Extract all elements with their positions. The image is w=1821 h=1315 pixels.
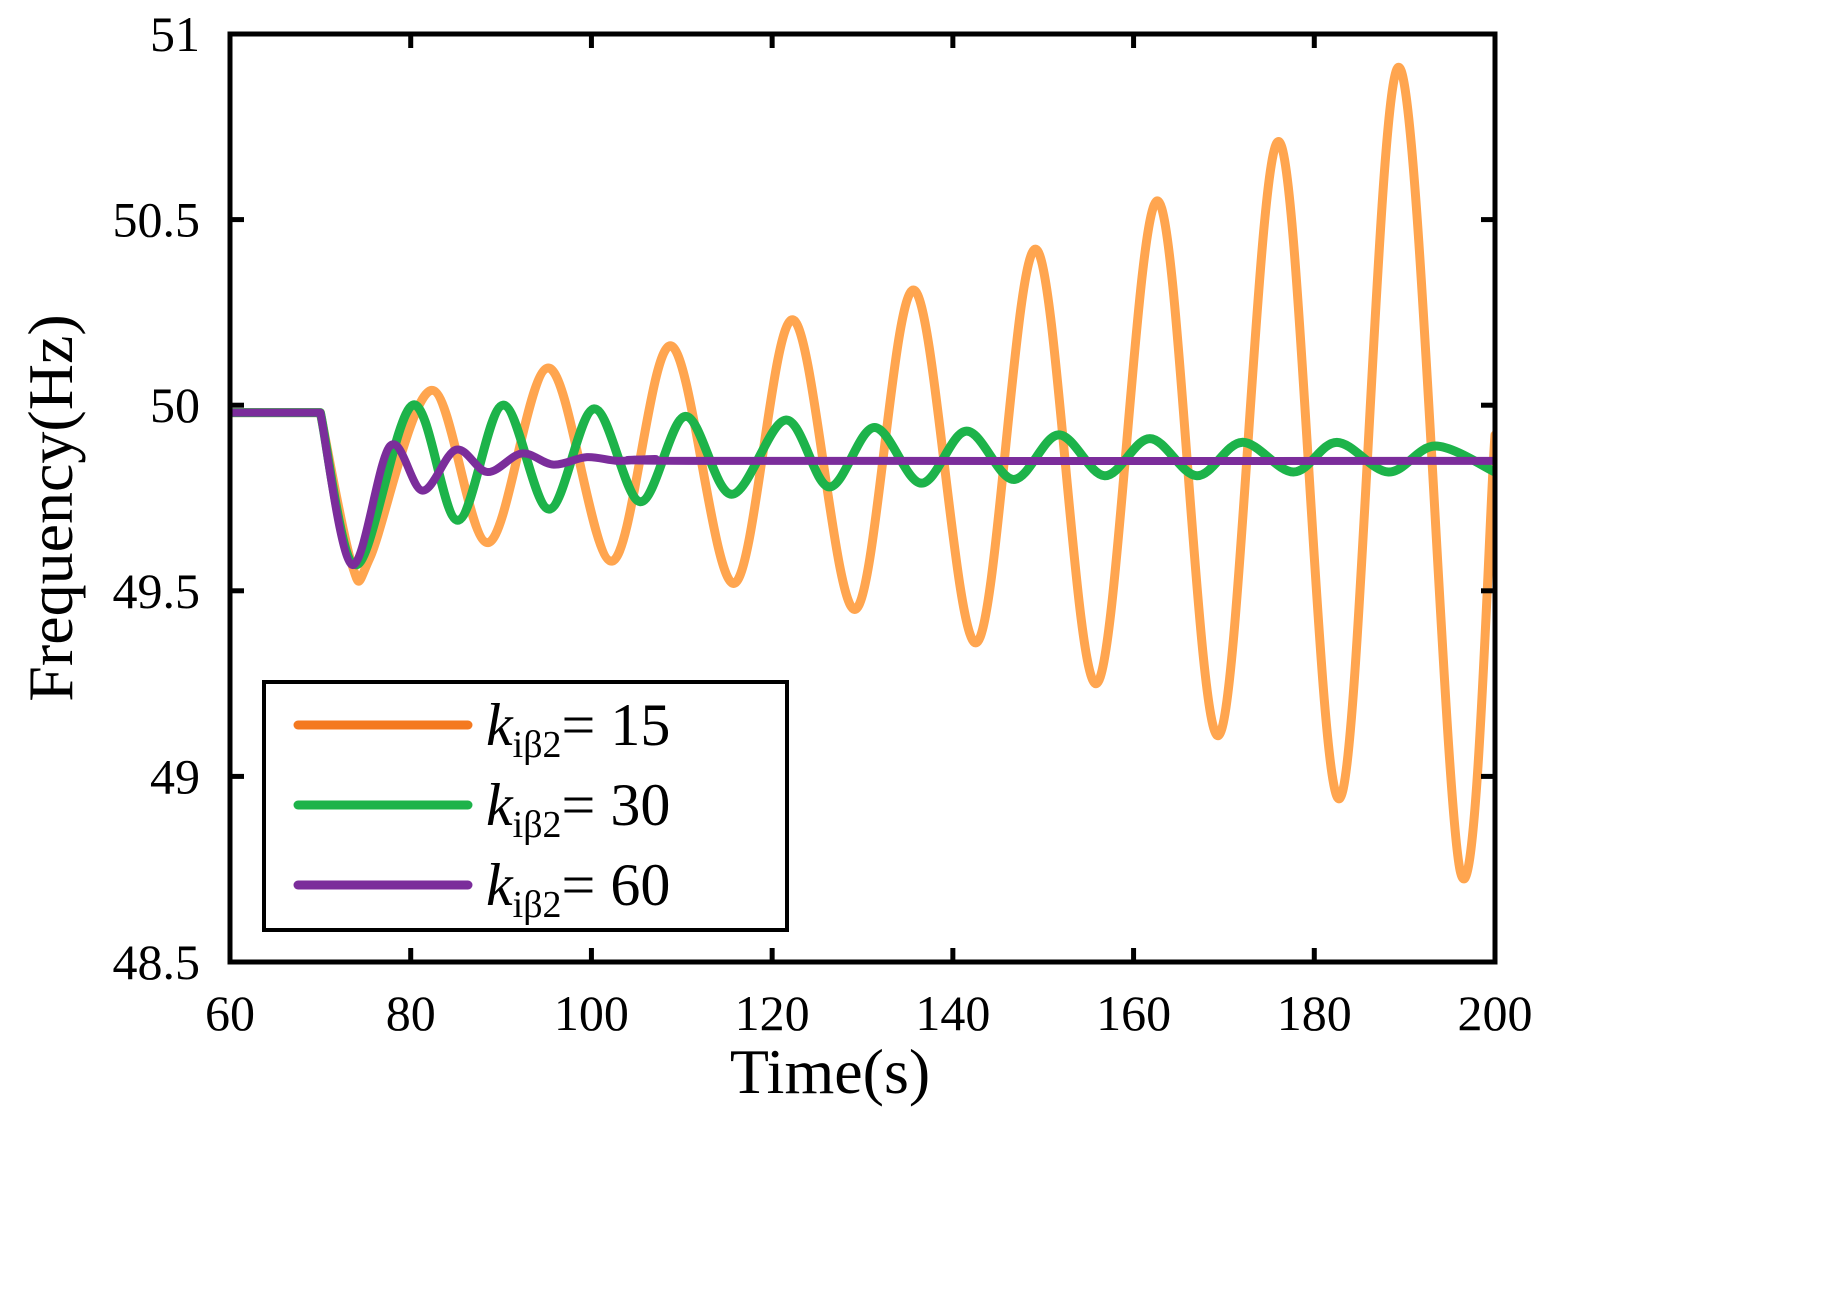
x-tick-label: 60 — [205, 985, 255, 1041]
y-tick-label: 51 — [150, 6, 200, 62]
plot-frame — [227, 31, 1498, 965]
x-tick-label: 140 — [915, 985, 990, 1041]
x-tick-label: 160 — [1096, 985, 1171, 1041]
x-tick-label: 80 — [386, 985, 436, 1041]
series-line-2 — [230, 400, 1495, 570]
legend-label-1: kiβ2= 15 — [486, 692, 670, 766]
y-tick-label: 49.5 — [113, 563, 201, 619]
y-tick-label: 48.5 — [113, 934, 201, 990]
x-tick-labels: 60 80 100 120 140 160 180 200 — [205, 985, 1533, 1041]
y-tick-label: 50 — [150, 377, 200, 433]
x-tick-label: 200 — [1458, 985, 1533, 1041]
legend-label-3: kiβ2= 60 — [486, 852, 670, 926]
x-tick-label: 180 — [1277, 985, 1352, 1041]
y-tick-label: 50.5 — [113, 192, 201, 248]
x-axis-title: Time(s) — [730, 1036, 930, 1107]
y-axis-title: Frequency(Hz) — [15, 314, 86, 701]
x-tick-label: 120 — [735, 985, 810, 1041]
series-layer — [230, 62, 1495, 884]
x-tick-label: 100 — [554, 985, 629, 1041]
y-tick-label: 49 — [150, 748, 200, 804]
y-tick-labels: 48.5 49 49.5 50 50.5 51 — [113, 6, 201, 990]
series-line-1 — [230, 62, 1495, 884]
legend-label-2: kiβ2= 30 — [486, 772, 670, 846]
series-line-3 — [230, 408, 1495, 569]
